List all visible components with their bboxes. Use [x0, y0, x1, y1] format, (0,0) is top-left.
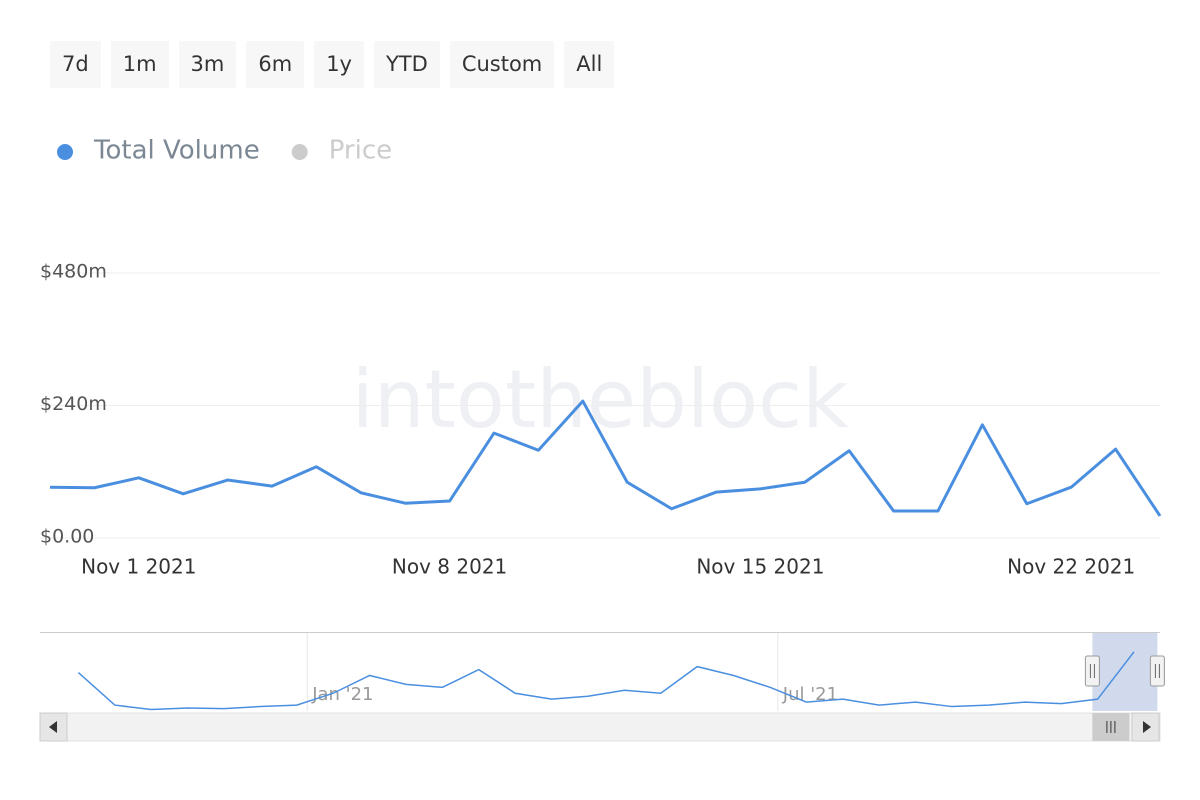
x-tick-label: Nov 1 2021	[81, 555, 196, 579]
range-button[interactable]: 1y	[314, 41, 364, 88]
scrollbar-track	[39, 712, 1161, 742]
range-button[interactable]: Custom	[449, 41, 555, 88]
navigator-selection	[1092, 633, 1158, 711]
navigator-line	[77, 651, 1135, 711]
range-button[interactable]: 1m	[110, 41, 169, 88]
scrollbar-arrow	[49, 721, 57, 733]
navigator-handle	[1149, 655, 1165, 687]
x-tick-label: Nov 22 2021	[1007, 555, 1135, 579]
y-tick-label: $0.00	[40, 526, 94, 548]
navigator-handle	[1084, 655, 1100, 687]
line	[49, 399, 1162, 517]
range-button[interactable]: 6m	[246, 41, 305, 88]
legend-label: Price	[329, 136, 392, 166]
range-button[interactable]: All	[564, 41, 615, 88]
y-tick-label: $240m	[40, 393, 107, 415]
x-tick-label: Nov 15 2021	[696, 555, 824, 579]
range-button[interactable]: 3m	[178, 41, 237, 88]
legend-marker	[291, 144, 308, 160]
x-tick-label: Nov 8 2021	[392, 555, 507, 579]
y-tick-label: $480m	[40, 261, 107, 283]
scrollbar-button	[1131, 712, 1160, 742]
range-buttons: 7d 1m 3m 6m 1y YTD Custom All	[50, 41, 615, 88]
legend-marker	[57, 144, 73, 160]
navigator-label: Jan '21	[311, 684, 373, 705]
range-button[interactable]: YTD	[373, 41, 440, 88]
scrollbar-arrow	[1143, 721, 1151, 733]
navigator-label: Jul '21	[782, 684, 838, 705]
range-button[interactable]: 7d	[50, 41, 101, 88]
legend-label: Total Volume	[93, 136, 260, 166]
